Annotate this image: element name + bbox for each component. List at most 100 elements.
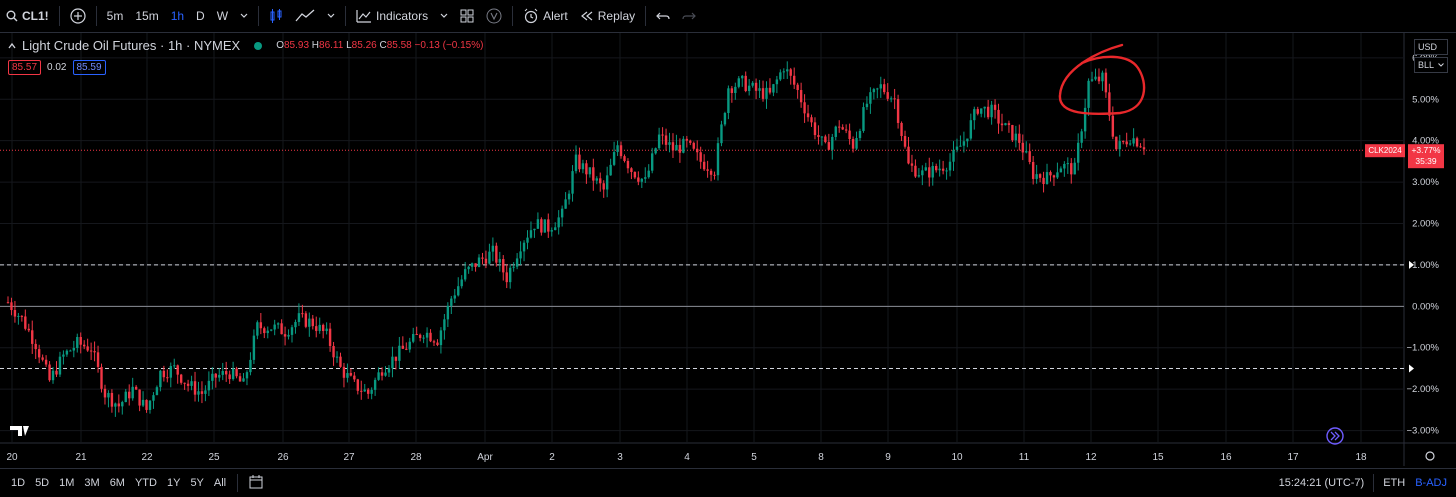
candle-body xyxy=(599,178,602,184)
symbol-search[interactable]: CL1! xyxy=(0,0,55,32)
candle-body xyxy=(817,135,820,137)
candle-body xyxy=(896,99,900,123)
symbol-price-tag-label: CLK2024 xyxy=(1368,146,1402,155)
candle-body xyxy=(595,178,598,181)
candle-body xyxy=(533,228,536,231)
candle-body xyxy=(41,357,44,360)
collapse-chevron-icon[interactable] xyxy=(8,42,16,50)
candle-body xyxy=(682,138,685,153)
goto-date-button[interactable] xyxy=(244,474,268,492)
candle-body xyxy=(432,341,436,343)
adjustment-toggle[interactable]: B-ADJ xyxy=(1415,477,1447,489)
candle-style-button[interactable] xyxy=(263,0,289,32)
candle-body xyxy=(391,356,394,369)
candle-body xyxy=(813,122,817,136)
range-all[interactable]: All xyxy=(213,477,227,489)
sell-price-badge[interactable]: 85.57 xyxy=(8,60,42,75)
price-tick-label: 3.00% xyxy=(1412,177,1439,188)
candle-body xyxy=(280,323,283,335)
candle-body xyxy=(37,349,41,358)
range-6m[interactable]: 6M xyxy=(109,477,125,489)
interval-1h[interactable]: 1h xyxy=(170,9,185,23)
candle-body xyxy=(844,129,848,131)
candle-body xyxy=(89,350,93,352)
candle-body xyxy=(145,399,148,410)
candle-body xyxy=(876,88,879,90)
time-tick-label: 20 xyxy=(6,452,18,463)
candle-body xyxy=(467,266,470,270)
candle-body xyxy=(626,160,630,169)
candle-body xyxy=(1125,141,1128,145)
candle-body xyxy=(460,279,463,287)
candle-body xyxy=(889,98,893,100)
range-ytd[interactable]: YTD xyxy=(134,477,157,489)
clock-time[interactable]: 15:24:21 (UTC-7) xyxy=(1278,477,1365,489)
interval-5m[interactable]: 5m xyxy=(106,9,124,23)
rewind-icon xyxy=(580,11,593,21)
line-tool-button[interactable] xyxy=(289,0,321,32)
candle-body xyxy=(969,120,973,139)
time-tick-label: 2 xyxy=(549,452,555,463)
price-level-marker xyxy=(1409,364,1414,373)
session-toggle[interactable]: ETH xyxy=(1383,477,1406,489)
candle-body xyxy=(380,372,384,376)
indicators-button[interactable]: Indicators xyxy=(350,0,434,32)
candle-body xyxy=(34,343,37,350)
candle-body xyxy=(741,75,744,79)
candle-body xyxy=(283,334,287,337)
candle-body xyxy=(200,391,204,394)
candle-body xyxy=(1011,125,1014,141)
alarm-clock-icon xyxy=(524,8,538,24)
range-1d[interactable]: 1D xyxy=(11,477,26,489)
indicators-dropdown[interactable] xyxy=(434,0,454,32)
candle-body xyxy=(973,109,976,121)
candle-body xyxy=(1045,172,1049,184)
compare-button[interactable] xyxy=(64,0,92,32)
candle-body xyxy=(928,167,931,178)
scroll-realtime-icon xyxy=(1326,427,1344,445)
replay-button[interactable]: Replay xyxy=(574,0,641,32)
candle-body xyxy=(103,388,107,398)
candle-body xyxy=(921,170,924,176)
candle-body xyxy=(249,359,252,373)
currency-selector[interactable]: USD xyxy=(1414,39,1448,55)
time-scale[interactable]: 20 21 22 25 26 27 28 Apr 2 3 4 5 8 9 10 11 12 15 16 17 18 xyxy=(6,452,1367,463)
chart-type-dropdown[interactable] xyxy=(321,0,341,32)
candle-body xyxy=(567,193,571,200)
chart-svg[interactable]: 6.00%5.00%4.00%3.00%2.00%1.00%0.00%−1.00… xyxy=(0,33,1456,466)
symbol-price-tag xyxy=(1365,144,1405,158)
range-5d[interactable]: 5D xyxy=(35,477,50,489)
candle-body xyxy=(997,109,1000,124)
candle-body xyxy=(148,400,152,410)
templates-button[interactable] xyxy=(480,0,508,32)
candle-body xyxy=(93,351,96,353)
range-1m[interactable]: 1M xyxy=(59,477,75,489)
redo-button[interactable] xyxy=(676,0,702,32)
candle-body xyxy=(931,166,934,178)
candle-body xyxy=(193,381,197,395)
candle-body xyxy=(557,217,560,228)
chart-pane[interactable]: 6.00%5.00%4.00%3.00%2.00%1.00%0.00%−1.00… xyxy=(0,33,1456,466)
hand-drawn-circle xyxy=(1058,43,1146,116)
interval-dropdown[interactable] xyxy=(234,0,254,32)
candle-body xyxy=(983,106,986,109)
undo-button[interactable] xyxy=(650,0,676,32)
alert-button[interactable]: Alert xyxy=(517,0,574,32)
unit-selector[interactable]: BLL xyxy=(1414,57,1448,73)
candle-body xyxy=(1080,131,1083,143)
buy-price-badge[interactable]: 85.59 xyxy=(72,60,106,75)
candle-body xyxy=(959,145,962,147)
layouts-button[interactable] xyxy=(454,0,480,32)
interval-d[interactable]: D xyxy=(196,9,205,23)
range-5y[interactable]: 5Y xyxy=(190,477,204,489)
interval-15m[interactable]: 15m xyxy=(135,9,159,23)
candle-body xyxy=(619,145,623,157)
candle-body xyxy=(623,156,626,161)
chevron-down-icon xyxy=(327,13,335,18)
range-1y[interactable]: 1Y xyxy=(166,477,181,489)
candle-body xyxy=(713,174,716,176)
range-3m[interactable]: 3M xyxy=(84,477,100,489)
candle-body xyxy=(152,395,155,401)
interval-w[interactable]: W xyxy=(216,9,229,23)
price-tick-label: 2.00% xyxy=(1412,219,1439,230)
